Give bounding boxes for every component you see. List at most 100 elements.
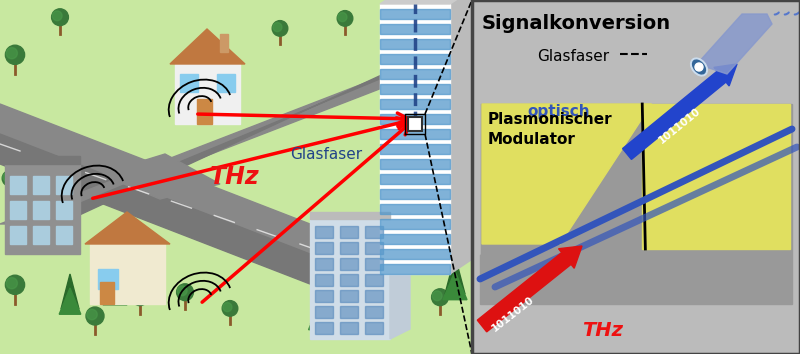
Bar xyxy=(10,226,26,244)
FancyArrow shape xyxy=(478,246,582,332)
Bar xyxy=(310,219,390,339)
Bar xyxy=(472,0,800,354)
Bar xyxy=(340,322,358,334)
Polygon shape xyxy=(105,259,125,299)
Circle shape xyxy=(392,21,402,31)
Polygon shape xyxy=(351,269,369,304)
Circle shape xyxy=(6,275,25,295)
Polygon shape xyxy=(651,134,790,204)
Circle shape xyxy=(6,45,25,64)
Bar xyxy=(408,117,422,131)
Bar xyxy=(220,34,228,52)
Polygon shape xyxy=(446,69,464,104)
Circle shape xyxy=(338,11,353,26)
Bar xyxy=(5,156,80,164)
Bar xyxy=(365,322,383,334)
Polygon shape xyxy=(444,83,466,109)
Bar xyxy=(365,258,383,270)
Bar xyxy=(197,99,212,124)
Polygon shape xyxy=(349,283,371,309)
Polygon shape xyxy=(61,274,79,309)
Polygon shape xyxy=(697,14,772,74)
Text: THz: THz xyxy=(582,321,623,340)
Bar xyxy=(5,164,80,254)
Text: optisch: optisch xyxy=(527,104,590,119)
Circle shape xyxy=(273,23,282,32)
Bar xyxy=(380,144,450,154)
Bar xyxy=(340,242,358,254)
Polygon shape xyxy=(445,256,465,294)
Bar xyxy=(90,244,165,304)
Bar xyxy=(380,159,450,169)
Circle shape xyxy=(392,19,408,36)
Bar xyxy=(10,201,26,219)
Circle shape xyxy=(51,9,69,25)
Text: THz: THz xyxy=(210,165,260,189)
Circle shape xyxy=(86,307,104,325)
Circle shape xyxy=(421,47,439,65)
Bar xyxy=(380,219,450,229)
Circle shape xyxy=(378,310,393,326)
Bar xyxy=(33,201,49,219)
Bar xyxy=(33,226,49,244)
Bar xyxy=(315,274,333,286)
Polygon shape xyxy=(0,54,470,224)
Polygon shape xyxy=(642,104,790,249)
Bar xyxy=(56,176,72,194)
Circle shape xyxy=(432,289,448,306)
Circle shape xyxy=(2,171,18,186)
Polygon shape xyxy=(103,275,127,305)
Bar xyxy=(380,54,450,64)
Bar xyxy=(315,306,333,318)
Bar xyxy=(56,226,72,244)
Bar xyxy=(33,176,49,194)
Text: Signalkonversion: Signalkonversion xyxy=(482,14,671,33)
FancyArrow shape xyxy=(622,64,737,159)
Bar xyxy=(217,74,235,92)
Bar xyxy=(380,24,450,34)
Bar xyxy=(380,84,450,94)
Polygon shape xyxy=(0,104,310,254)
Circle shape xyxy=(695,63,703,71)
Ellipse shape xyxy=(690,58,707,76)
Polygon shape xyxy=(390,209,410,339)
Circle shape xyxy=(132,291,142,301)
Circle shape xyxy=(432,291,442,301)
Circle shape xyxy=(6,278,18,289)
Bar xyxy=(56,201,72,219)
Bar xyxy=(380,204,450,214)
Bar xyxy=(180,74,198,92)
Bar xyxy=(365,226,383,238)
Text: Glasfaser: Glasfaser xyxy=(537,49,609,64)
Circle shape xyxy=(52,11,62,21)
Polygon shape xyxy=(30,34,470,224)
Circle shape xyxy=(3,172,12,182)
Bar xyxy=(175,64,240,124)
Polygon shape xyxy=(59,288,81,314)
Polygon shape xyxy=(170,29,245,64)
Bar xyxy=(340,290,358,302)
Bar xyxy=(315,290,333,302)
Bar xyxy=(480,104,792,304)
Polygon shape xyxy=(310,286,330,324)
Circle shape xyxy=(131,289,149,306)
Bar xyxy=(310,212,390,219)
Bar xyxy=(380,189,450,199)
Bar xyxy=(380,264,450,274)
Bar xyxy=(340,226,358,238)
Polygon shape xyxy=(380,0,480,4)
Bar xyxy=(315,322,333,334)
Bar xyxy=(380,129,450,139)
Circle shape xyxy=(378,313,387,322)
Bar xyxy=(380,234,450,244)
Bar xyxy=(340,258,358,270)
Polygon shape xyxy=(309,301,331,330)
Circle shape xyxy=(6,47,18,59)
Ellipse shape xyxy=(693,60,706,74)
Bar xyxy=(380,39,450,49)
Circle shape xyxy=(86,309,98,320)
Circle shape xyxy=(272,21,288,36)
Bar xyxy=(100,282,114,304)
Polygon shape xyxy=(85,212,170,244)
Bar xyxy=(472,0,800,354)
